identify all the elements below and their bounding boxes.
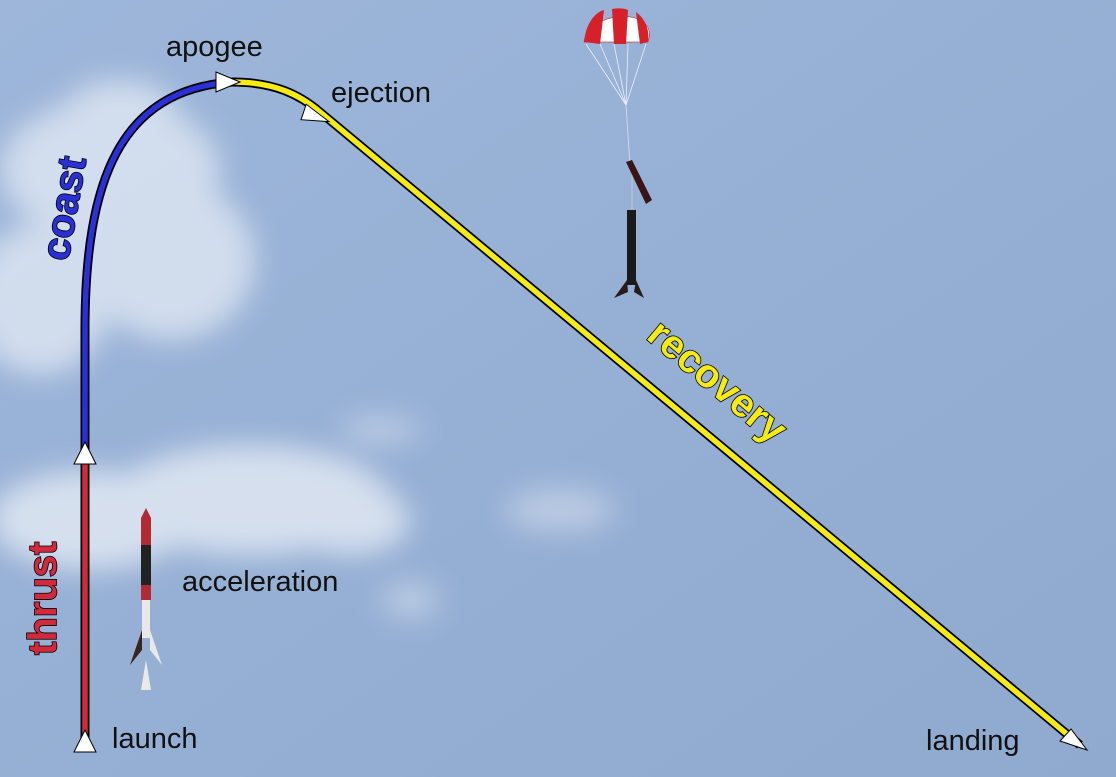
rocket-icon	[130, 508, 162, 690]
thrust-phase-label: thrust	[21, 542, 65, 655]
cloud-small	[340, 416, 615, 618]
parachute-icon	[583, 8, 652, 298]
acceleration-label: acceleration	[182, 566, 338, 598]
landing-label: landing	[926, 725, 1020, 757]
launch-label: launch	[112, 723, 197, 755]
launch-arrowhead-icon	[73, 728, 97, 753]
apogee-arrowhead-icon	[215, 71, 242, 93]
ejection-label: ejection	[331, 77, 431, 109]
landing-arrowhead-icon	[1059, 728, 1089, 751]
coast-path	[80, 77, 233, 452]
ejection-arrowhead-icon	[300, 103, 331, 123]
thrust-end-arrowhead-icon	[73, 440, 97, 465]
apogee-label: apogee	[166, 31, 263, 63]
recovery-path	[231, 77, 1083, 749]
